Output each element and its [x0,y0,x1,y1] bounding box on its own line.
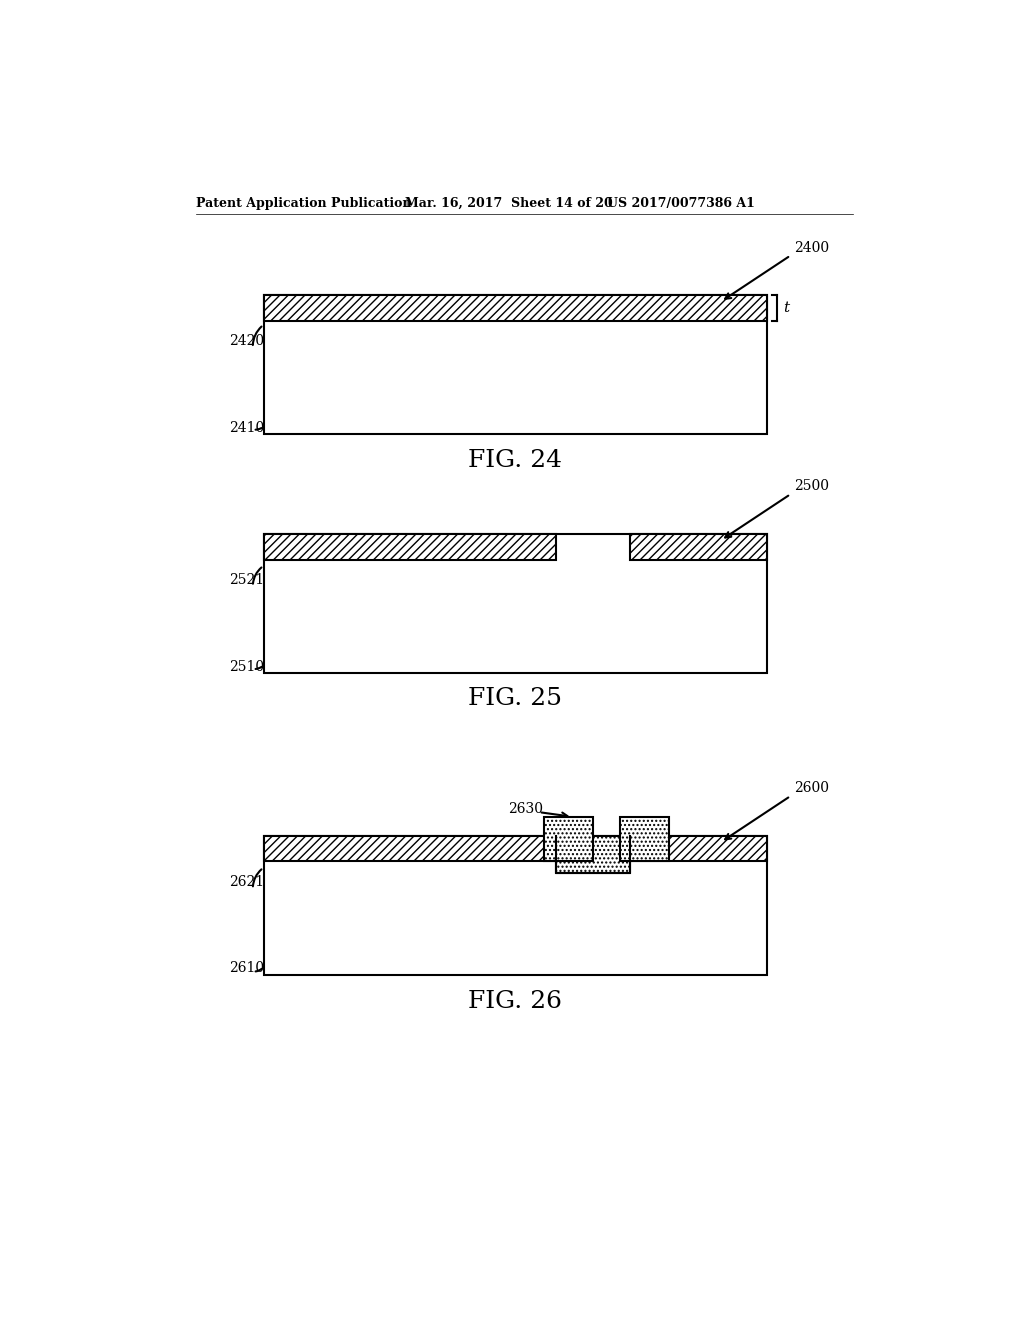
Bar [263,535,556,560]
Bar [263,836,556,862]
Bar [630,535,767,560]
Bar [544,817,593,862]
Text: FIG. 25: FIG. 25 [469,688,562,710]
Text: FIG. 26: FIG. 26 [469,990,562,1012]
Bar [630,836,767,862]
Text: Patent Application Publication: Patent Application Publication [197,197,412,210]
Text: US 2017/0077386 A1: US 2017/0077386 A1 [607,197,755,210]
Text: 2410: 2410 [228,421,264,434]
Bar [263,296,767,434]
Text: 2600: 2600 [795,781,829,795]
Bar [621,817,669,862]
Bar [263,836,767,974]
Bar [556,836,630,873]
Text: 2630: 2630 [508,803,543,816]
Text: t: t [783,301,790,315]
Text: 2500: 2500 [795,479,829,494]
Text: FIG. 24: FIG. 24 [469,449,562,471]
Text: 2400: 2400 [795,240,829,255]
Text: 2621: 2621 [228,875,264,890]
Bar [263,296,767,321]
Text: 2420: 2420 [228,334,264,348]
Text: 2521: 2521 [228,573,264,586]
Text: 2610: 2610 [228,961,264,975]
Text: Mar. 16, 2017  Sheet 14 of 20: Mar. 16, 2017 Sheet 14 of 20 [406,197,613,210]
Text: 2510: 2510 [228,660,264,673]
Bar [263,535,767,673]
